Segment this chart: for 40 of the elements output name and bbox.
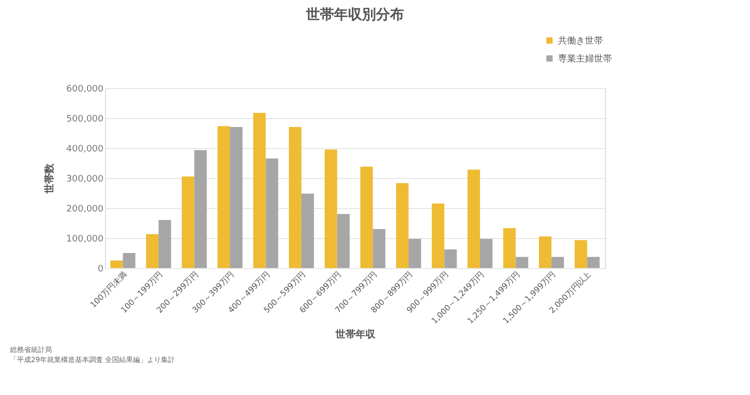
bar: [110, 260, 123, 268]
bar: [408, 238, 422, 268]
y-tick-label: 0: [98, 264, 104, 274]
bar: [253, 112, 266, 268]
y-tick-label: 100,000: [66, 234, 104, 244]
bar: [288, 127, 302, 268]
legend-label: 専業主婦世帯: [558, 54, 612, 64]
bar: [551, 256, 564, 268]
bar: [301, 194, 314, 268]
y-tick-label: 600,000: [66, 84, 104, 94]
bar: [432, 204, 444, 268]
bar: [360, 166, 373, 268]
bar: [538, 236, 552, 268]
bar: [396, 183, 409, 268]
y-tick-label: 300,000: [66, 174, 104, 184]
chart-title: 世帯年収別分布: [305, 7, 404, 23]
bar: [230, 127, 242, 268]
bar: [480, 238, 492, 268]
bar: [337, 214, 350, 268]
legend-label: 共働き世帯: [558, 36, 603, 46]
bar: [468, 170, 480, 268]
bar: [218, 126, 230, 268]
bar: [266, 158, 278, 268]
bar: [587, 256, 600, 268]
bar: [182, 176, 194, 268]
bar: [158, 220, 172, 268]
y-tick-label: 400,000: [66, 144, 104, 154]
bar: [516, 256, 528, 268]
bar: [372, 229, 386, 268]
bar: [146, 234, 159, 268]
bar: [194, 150, 207, 268]
y-axis-title: 世帯数: [43, 162, 56, 194]
bar: [503, 228, 516, 268]
y-tick-label: 200,000: [66, 204, 104, 214]
bar: [324, 150, 338, 268]
y-tick-label: 500,000: [66, 114, 104, 124]
x-axis-title: 世帯年収: [334, 328, 376, 341]
bar: [574, 240, 588, 268]
bar: [444, 249, 457, 268]
bar: [122, 253, 136, 268]
